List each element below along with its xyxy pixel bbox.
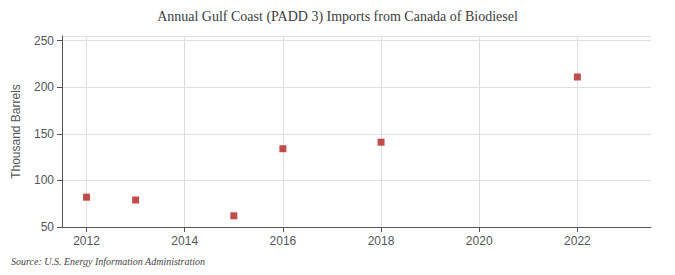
- svg-text:200: 200: [34, 80, 54, 94]
- svg-text:2014: 2014: [171, 234, 198, 248]
- svg-text:250: 250: [34, 34, 54, 48]
- svg-text:2020: 2020: [466, 234, 493, 248]
- svg-text:150: 150: [34, 127, 54, 141]
- svg-text:2016: 2016: [270, 234, 297, 248]
- svg-text:2018: 2018: [368, 234, 395, 248]
- svg-text:Annual Gulf Coast (PADD 3) Imp: Annual Gulf Coast (PADD 3) Imports from …: [157, 9, 518, 25]
- svg-text:50: 50: [41, 220, 55, 234]
- svg-text:2022: 2022: [564, 234, 591, 248]
- svg-text:2012: 2012: [73, 234, 100, 248]
- svg-text:Source: U.S. Energy Informatio: Source: U.S. Energy Information Administ…: [11, 256, 205, 267]
- svg-text:Thousand Barrels: Thousand Barrels: [9, 84, 23, 179]
- svg-text:100: 100: [34, 173, 54, 187]
